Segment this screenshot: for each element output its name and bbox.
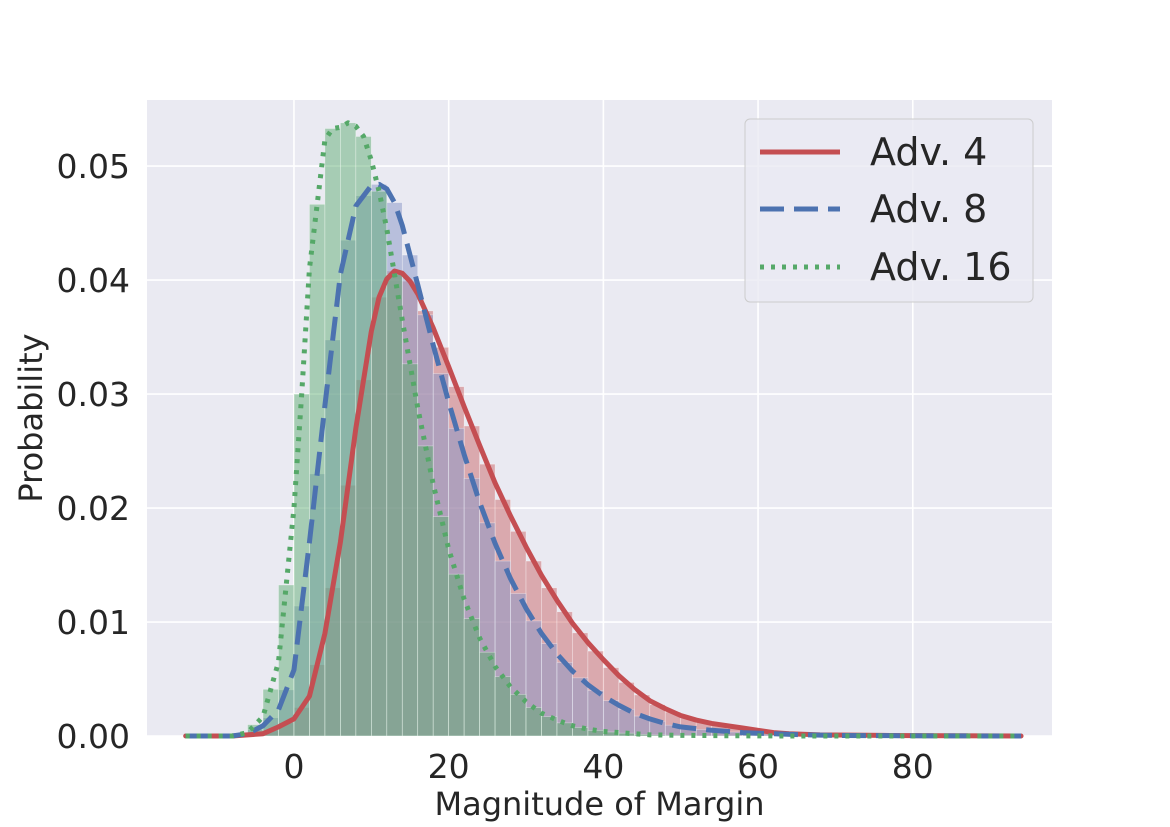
hist-bar-adv16 [556, 722, 573, 737]
legend-label-adv4: Adv. 4 [870, 130, 987, 174]
y-axis-label: Probability [12, 333, 50, 502]
curve-adv8 [185, 181, 1022, 739]
x-tick-label-1: 20 [428, 747, 470, 786]
legend-box [744, 118, 1034, 303]
hist-bar-adv16 [371, 190, 388, 737]
x-tick-label-2: 40 [582, 747, 624, 786]
hist-bar-adv16 [432, 516, 449, 737]
hist-bar-adv16 [417, 445, 434, 737]
hist-bar-adv16 [479, 651, 496, 737]
kde-curves [183, 120, 1024, 739]
y-tick-label-1: 0.01 [57, 603, 130, 642]
y-tick-label-4: 0.04 [57, 261, 130, 300]
hist-bar-adv16 [386, 274, 403, 737]
hist-bar-adv16 [463, 618, 480, 737]
x-tick-label-0: 0 [283, 747, 304, 786]
y-tick-label-2: 0.02 [57, 489, 130, 528]
hist-bar-adv16 [649, 734, 666, 737]
hist-bar-adv16 [355, 136, 372, 737]
tick-labels: 0 20 40 60 80 0.00 0.01 0.02 0.03 0.04 0.05 [57, 147, 934, 786]
x-tick-label-3: 60 [737, 747, 779, 786]
x-axis-label: Magnitude of Margin [434, 785, 764, 823]
hist-bar-adv16 [278, 584, 295, 737]
hist-bar-adv16 [324, 128, 341, 737]
hist-bar-adv16 [401, 363, 419, 737]
hist-bar-adv16 [541, 716, 558, 737]
legend-label-adv8: Adv. 8 [870, 187, 987, 231]
x-tick-label-4: 80 [892, 747, 934, 786]
y-tick-label-0: 0.00 [57, 717, 130, 756]
legend-label-adv16: Adv. 16 [870, 245, 1012, 289]
legend: Adv. 4 Adv. 8 Adv. 16 [744, 118, 1034, 303]
y-tick-label-5: 0.05 [57, 147, 130, 186]
hist-bar-adv16 [525, 707, 542, 737]
y-tick-label-3: 0.03 [57, 375, 130, 414]
